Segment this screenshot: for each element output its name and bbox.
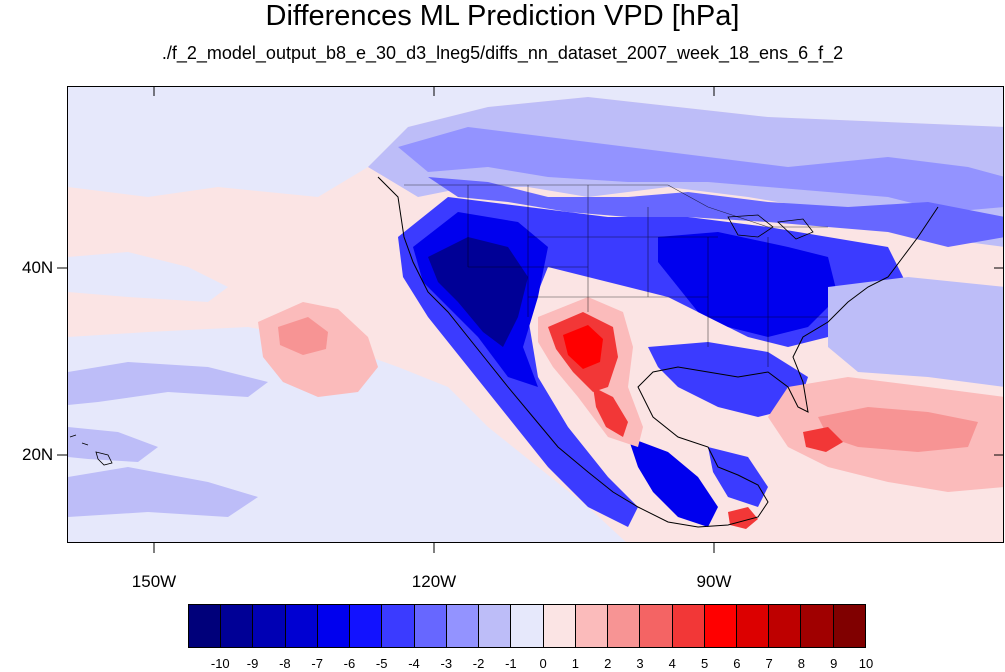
colorbar-label: 0 xyxy=(539,656,547,671)
colorbar-label: 10 xyxy=(858,656,874,671)
colorbar-label: 7 xyxy=(765,656,773,671)
central-america-deep-blue xyxy=(628,437,718,527)
lat-label-20n: 20N xyxy=(22,445,54,464)
colorbar-swatch xyxy=(543,605,576,647)
colorbar-swatch xyxy=(608,605,641,647)
atlantic-pale-blue xyxy=(828,277,1003,387)
colorbar-label: -7 xyxy=(311,656,323,671)
lon-label-90w: 90W xyxy=(696,572,732,591)
us-state-borders xyxy=(404,184,828,367)
hawaii-islands xyxy=(69,434,113,466)
colorbar-label: 5 xyxy=(700,656,709,671)
map-subtitle: ./f_2_model_output_b8_e_30_d3_lneg5/diff… xyxy=(161,43,844,63)
colorbar-swatch xyxy=(253,605,286,647)
colorbar-label: -8 xyxy=(279,656,291,671)
colorbar-label: -5 xyxy=(375,656,388,671)
lon-label-150w: 150W xyxy=(131,572,177,591)
canada-mid-blue xyxy=(398,127,1003,212)
colorbar-swatch xyxy=(285,605,318,647)
pacific-north-band xyxy=(68,87,1003,197)
colorbar-swatch xyxy=(446,605,480,647)
hawaii-pale-blue xyxy=(68,427,158,462)
colorbar-label: 1 xyxy=(571,656,580,671)
caribbean-mid-red xyxy=(818,407,978,452)
colorbar-swatch xyxy=(511,605,544,647)
us-east-deep-blue xyxy=(658,232,838,337)
colorbar-label: -2 xyxy=(472,656,485,671)
pacific-mid-band xyxy=(68,252,228,302)
texas-mexico-bright-red xyxy=(563,325,603,369)
colorbar-swatch xyxy=(189,605,222,647)
colorbar-label: 4 xyxy=(668,656,676,671)
colorbar-swatch xyxy=(575,605,609,647)
colorbar-swatch xyxy=(769,605,802,647)
colorbar-label: 3 xyxy=(636,656,644,671)
lon-label-120w: 120W xyxy=(411,572,457,591)
subtropic-pale-blue xyxy=(68,362,268,405)
colorbar-swatch xyxy=(704,605,737,647)
colorbar-swatch xyxy=(672,605,705,647)
colorbar-swatch xyxy=(479,605,512,647)
colorbar-label: -3 xyxy=(440,656,453,671)
us-west-navy xyxy=(428,237,528,347)
colorbar-swatch xyxy=(833,605,865,647)
colorbar-label: 2 xyxy=(604,656,612,671)
map-panel xyxy=(67,86,1004,543)
colorbar-label: 8 xyxy=(797,656,806,671)
south-pale-blue xyxy=(68,467,258,517)
colorbar-swatch xyxy=(801,605,834,647)
colorbar-swatch xyxy=(350,605,383,647)
vpd-difference-map xyxy=(68,87,1003,542)
north-america-coastline xyxy=(377,176,939,528)
canada-blue xyxy=(428,177,1003,247)
colorbar-label: -1 xyxy=(505,656,517,671)
colorbar-label: -4 xyxy=(408,656,420,671)
great-lakes-outline xyxy=(727,214,814,240)
colorbar-swatch xyxy=(382,605,415,647)
pacific-red-core xyxy=(278,317,328,355)
colorbar-label: 9 xyxy=(830,656,838,671)
mexico-red-streak xyxy=(593,387,628,437)
colorbar-label: -10 xyxy=(210,656,230,671)
colorbar-swatch xyxy=(736,605,770,647)
central-america-strong-blue xyxy=(708,447,768,507)
colorbar-label: -9 xyxy=(246,656,259,671)
colorbar-swatch xyxy=(414,605,447,647)
colorbar-swatch xyxy=(317,605,351,647)
colorbar-label: 6 xyxy=(733,656,741,671)
map-title: Differences ML Prediction VPD [hPa] xyxy=(265,0,740,32)
colorbar xyxy=(188,604,866,648)
caribbean-red-core xyxy=(803,427,843,452)
colorbar-swatch xyxy=(221,605,254,647)
lat-label-40n: 40N xyxy=(22,258,54,277)
colorbar-swatch xyxy=(640,605,673,647)
colorbar-label: -6 xyxy=(343,656,356,671)
